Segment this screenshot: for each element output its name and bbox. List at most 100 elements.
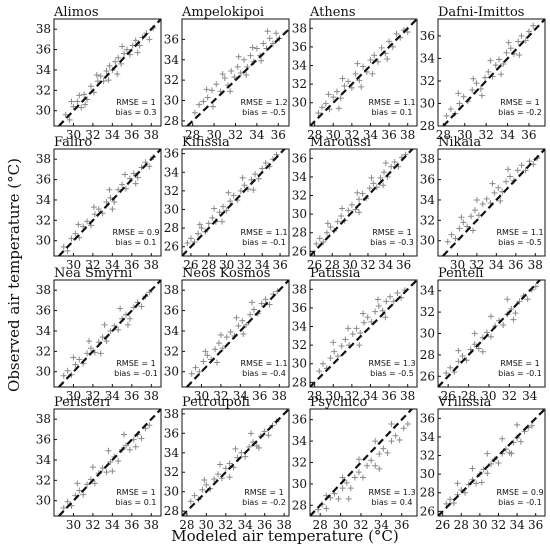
x-tick-label: 34	[238, 518, 254, 532]
data-point	[247, 52, 254, 59]
x-tick-label: 28	[307, 389, 322, 403]
data-point	[191, 109, 198, 116]
data-point	[504, 296, 511, 303]
data-point	[479, 348, 486, 355]
data-point	[237, 187, 244, 194]
data-point	[115, 457, 122, 464]
data-point	[386, 38, 393, 45]
x-tick-label: 30	[66, 128, 81, 142]
x-tick-label: 36	[272, 258, 287, 272]
data-point	[248, 176, 255, 183]
x-tick-label: 34	[249, 128, 265, 142]
data-point	[248, 430, 255, 437]
x-tick-label: 34	[105, 389, 121, 403]
data-point	[352, 70, 359, 77]
y-tick-label: 30	[164, 202, 179, 216]
x-tick-label: 30	[326, 128, 341, 142]
data-point	[60, 372, 67, 379]
data-point	[226, 474, 233, 481]
data-point	[484, 450, 491, 457]
data-point	[237, 70, 244, 77]
points-group	[191, 28, 283, 116]
points-group	[443, 421, 535, 507]
y-tick-label: 36	[420, 173, 435, 187]
x-tick-label: 34	[522, 389, 538, 403]
one-to-one-line	[438, 409, 545, 516]
data-point	[216, 209, 223, 216]
y-tick-label: 36	[164, 147, 179, 161]
data-point	[371, 52, 378, 59]
data-point	[87, 83, 94, 90]
data-point	[262, 296, 269, 303]
data-point	[106, 62, 113, 69]
data-point	[258, 300, 265, 307]
data-point	[109, 206, 116, 213]
y-tick-label: 28	[292, 226, 307, 240]
data-point	[101, 321, 108, 328]
y-tick-label: 36	[420, 29, 435, 43]
points-group	[60, 289, 153, 379]
bias-label: bias = -0.1	[498, 498, 542, 507]
data-point	[372, 308, 379, 315]
data-point	[84, 218, 91, 225]
x-tick-label: 38	[144, 128, 159, 142]
data-point	[514, 167, 521, 174]
data-point	[324, 220, 331, 227]
x-tick-label: 32	[218, 518, 233, 532]
data-point	[388, 163, 395, 170]
plot-frame	[437, 148, 546, 257]
data-point	[316, 368, 323, 375]
x-tick-label: 32	[344, 128, 359, 142]
y-tick-label: 38	[36, 152, 51, 166]
y-tick-label: 36	[36, 173, 51, 187]
data-point	[196, 101, 203, 108]
data-point	[503, 178, 510, 185]
y-tick-label: 38	[420, 152, 435, 166]
y-tick-label: 34	[292, 320, 308, 334]
data-point	[500, 321, 507, 328]
data-point	[126, 446, 133, 453]
data-point	[95, 206, 102, 213]
data-point	[349, 330, 356, 337]
x-axis-title: Modeled air temperature (°C)	[171, 527, 399, 545]
bias-label: bias = -0.5	[242, 108, 286, 117]
plot-frame	[437, 18, 546, 127]
data-point	[198, 225, 205, 232]
x-tick-label: 30	[66, 258, 81, 272]
data-point	[323, 505, 330, 512]
data-point	[253, 45, 260, 52]
data-point	[450, 499, 457, 506]
data-point	[249, 44, 256, 51]
x-tick-label: 34	[105, 258, 121, 272]
data-point	[93, 72, 100, 79]
data-point	[525, 28, 532, 35]
data-point	[404, 29, 411, 36]
data-point	[235, 53, 242, 60]
data-point	[368, 174, 375, 181]
data-point	[66, 116, 73, 123]
data-point	[80, 223, 87, 230]
data-point	[477, 85, 484, 92]
data-point	[187, 235, 194, 242]
data-point	[103, 198, 110, 205]
data-point	[381, 169, 388, 176]
data-point	[315, 109, 322, 116]
data-point	[469, 86, 476, 93]
data-point	[479, 201, 486, 208]
y-tick-label: 34	[36, 453, 52, 467]
data-point	[264, 28, 271, 35]
data-point	[387, 293, 394, 300]
y-tick-label: 36	[292, 301, 307, 315]
data-point	[222, 465, 229, 472]
y-tick-label: 36	[164, 304, 179, 318]
data-point	[482, 74, 489, 81]
rmse-label: RMSE = 1	[372, 228, 411, 237]
data-point	[384, 449, 391, 456]
one-to-one-line	[182, 409, 289, 516]
data-point	[228, 67, 235, 74]
data-point	[103, 469, 110, 476]
data-point	[443, 370, 450, 377]
panel-title: Penteli	[438, 266, 483, 281]
